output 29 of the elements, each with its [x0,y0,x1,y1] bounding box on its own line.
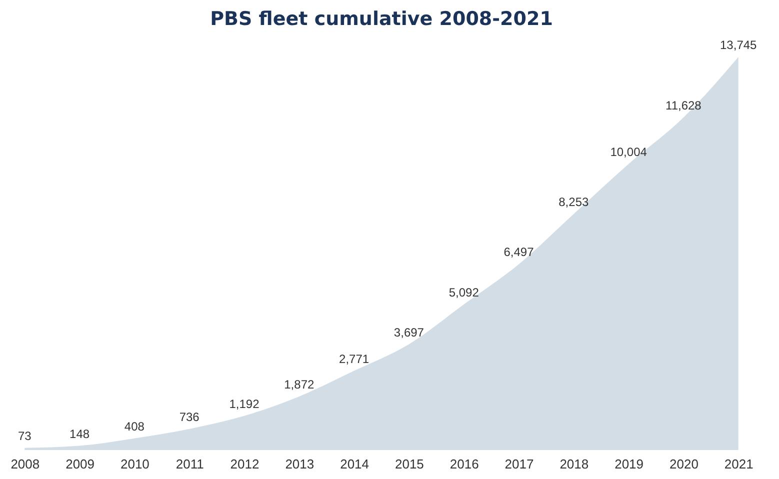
x-tick-label: 2019 [614,456,644,472]
data-label: 8,253 [558,195,589,210]
data-label: 13,745 [720,38,758,52]
data-label: 736 [179,410,200,424]
x-tick-label: 2021 [724,456,754,472]
x-tick-label: 2014 [340,456,370,472]
x-tick-label: 2010 [120,456,150,472]
x-tick-label: 2011 [176,456,204,472]
data-label: 408 [124,419,145,434]
x-tick-label: 2018 [560,456,589,472]
x-tick-label: 2017 [504,456,534,472]
data-label: 6,497 [504,245,534,260]
data-label: 148 [70,426,90,441]
x-tick-label: 2016 [450,456,479,472]
x-tick-label: 2015 [394,456,424,472]
data-label: 3,697 [394,325,424,340]
data-label: 11,628 [666,98,702,113]
data-label: 2,771 [339,352,370,366]
data-label: 73 [18,428,32,443]
chart-title: PBS fleet cumulative 2008-2021 [210,8,553,30]
data-label: 1,192 [229,396,260,411]
x-tick-label: 2013 [285,456,314,472]
x-tick-label: 2008 [10,456,40,472]
data-label: 10,004 [610,144,648,159]
x-tick-label: 2012 [230,456,260,472]
x-tick-label: 2020 [669,456,698,472]
data-label: 1,872 [284,377,314,392]
data-label: 5,092 [448,285,480,300]
x-tick-label: 2009 [66,456,95,472]
